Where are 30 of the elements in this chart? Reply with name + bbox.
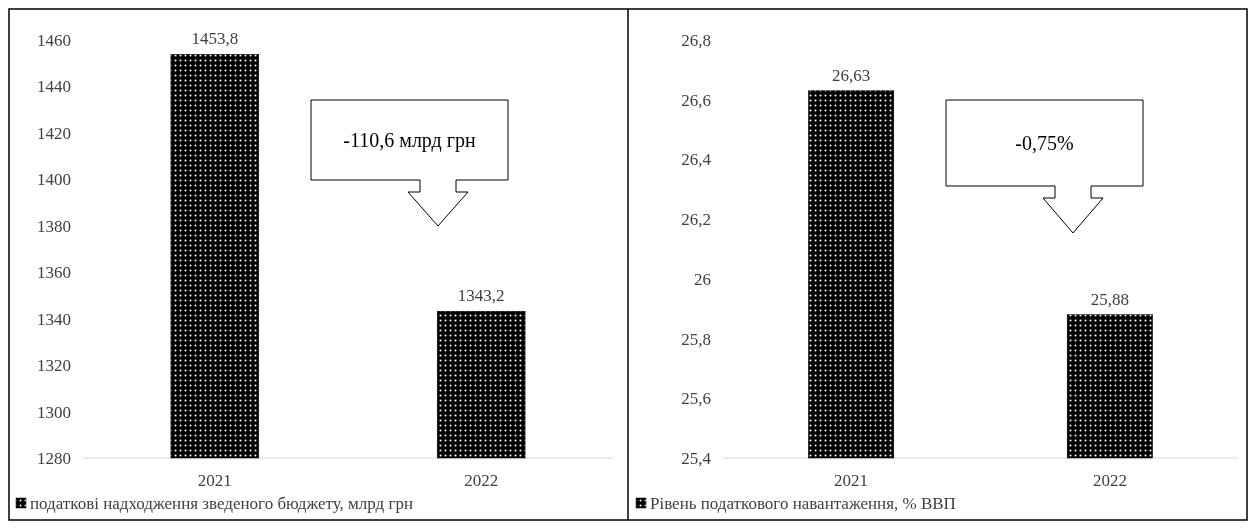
y-tick-label: 1400 bbox=[37, 170, 71, 190]
y-tick-label: 1380 bbox=[37, 216, 71, 236]
y-tick-label: 25,6 bbox=[681, 389, 711, 409]
y-tick-label: 1340 bbox=[37, 309, 71, 329]
x-tick-label: 2022 bbox=[464, 471, 499, 490]
legend-label: податкові надходження зведеного бюджету, млрд грн bbox=[30, 493, 414, 513]
y-tick-label: 26,2 bbox=[681, 210, 711, 230]
y-tick-label: 25,4 bbox=[681, 448, 712, 468]
data-label: 1343,2 bbox=[457, 286, 505, 306]
y-tick-label: 26,8 bbox=[681, 30, 711, 50]
y-tick-label: 1280 bbox=[37, 448, 71, 468]
y-tick-label: 1460 bbox=[37, 30, 71, 50]
annotation: -0,75% bbox=[1015, 132, 1074, 154]
legend-label: Рівень податкового навантаження, % ВВП bbox=[650, 493, 956, 513]
data-label: 1453,8 bbox=[191, 29, 239, 49]
data-label: 25,88 bbox=[1090, 289, 1130, 309]
x-tick-label: 2021 bbox=[197, 471, 232, 490]
y-tick-label: 25,8 bbox=[681, 329, 711, 349]
y-tick-label: 26 bbox=[694, 269, 711, 289]
y-tick-label: 26,4 bbox=[681, 150, 712, 170]
data-label: 26,63 bbox=[831, 65, 871, 85]
y-tick-label: 26,6 bbox=[681, 90, 711, 110]
annotation: -110,6 млрд грн bbox=[343, 129, 476, 152]
x-tick-label: 2022 bbox=[1092, 471, 1127, 490]
y-tick-label: 1320 bbox=[37, 356, 71, 376]
y-tick-label: 1420 bbox=[37, 123, 71, 143]
x-tick-label: 2021 bbox=[834, 471, 869, 490]
y-tick-label: 1440 bbox=[37, 77, 71, 97]
y-tick-label: 1360 bbox=[37, 263, 71, 283]
y-tick-label: 1300 bbox=[37, 402, 71, 422]
